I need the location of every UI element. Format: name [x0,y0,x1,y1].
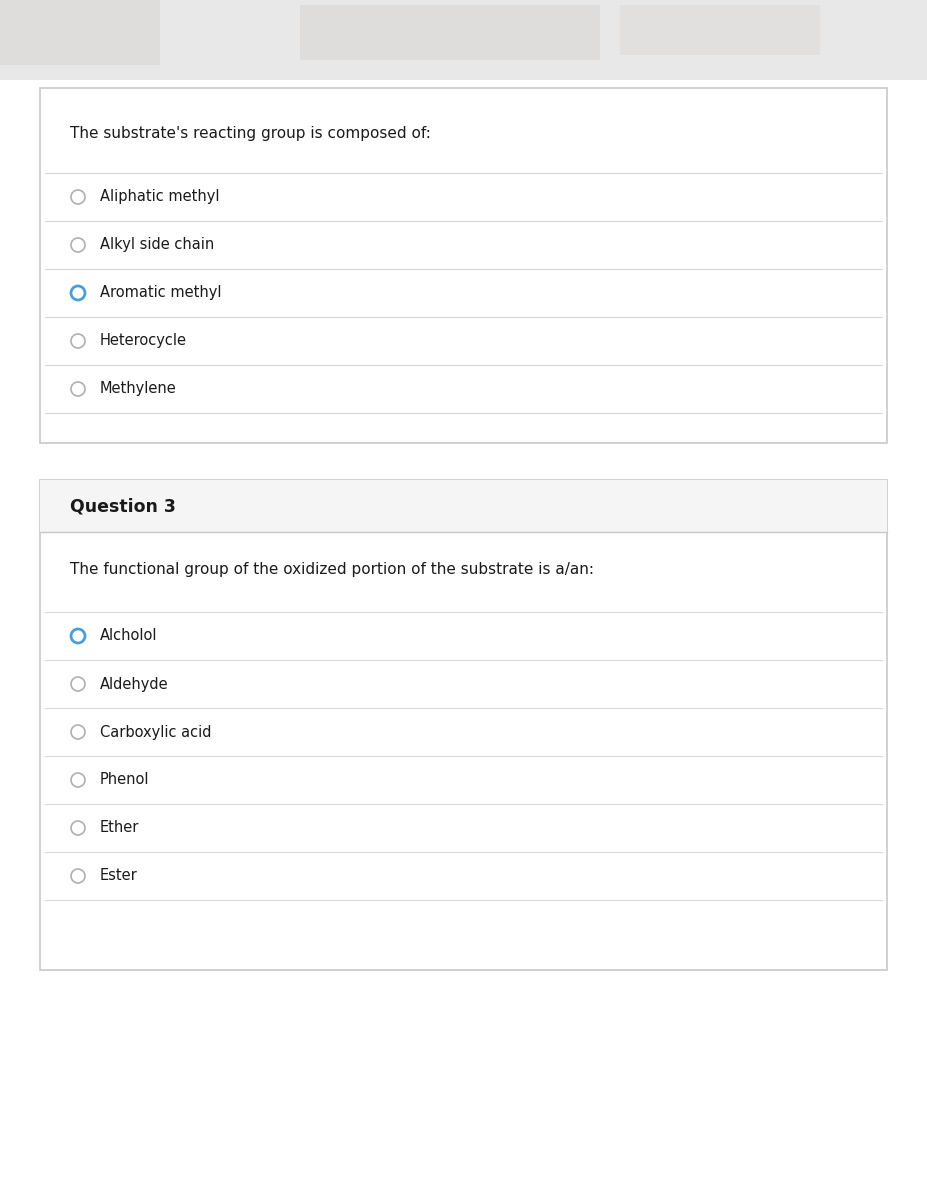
Text: Phenol: Phenol [100,773,149,787]
Circle shape [71,382,85,396]
Bar [300,5,600,60]
Text: Aromatic methyl: Aromatic methyl [100,286,222,300]
Text: Alkyl side chain: Alkyl side chain [100,238,214,252]
Bar [40,88,887,443]
Circle shape [71,725,85,739]
Circle shape [71,821,85,835]
Bar [40,480,887,532]
Circle shape [71,773,85,787]
Circle shape [71,190,85,204]
Bar [0,0,927,80]
Text: The functional group of the oxidized portion of the substrate is a/an:: The functional group of the oxidized por… [70,562,594,577]
Text: Aldehyde: Aldehyde [100,677,169,691]
Text: Aliphatic methyl: Aliphatic methyl [100,190,220,204]
Text: The substrate's reacting group is composed of:: The substrate's reacting group is compos… [70,126,431,140]
Text: Question 3: Question 3 [70,497,176,515]
Circle shape [71,334,85,348]
Text: Carboxylic acid: Carboxylic acid [100,725,211,739]
Bar [620,5,820,55]
Text: Ester: Ester [100,869,138,883]
Circle shape [71,629,85,643]
Text: Heterocycle: Heterocycle [100,334,187,348]
Circle shape [71,286,85,300]
Text: Ether: Ether [100,821,139,835]
Circle shape [71,677,85,691]
Text: Methylene: Methylene [100,382,177,396]
Bar [0,0,160,65]
Text: Alcholol: Alcholol [100,629,158,643]
Bar [40,480,887,970]
Circle shape [71,869,85,883]
Circle shape [71,238,85,252]
